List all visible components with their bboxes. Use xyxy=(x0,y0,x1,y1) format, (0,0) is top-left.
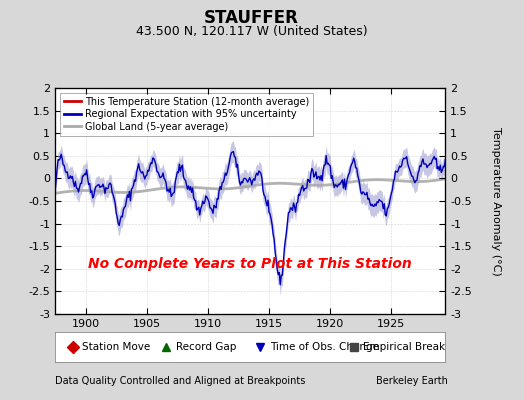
Text: Berkeley Earth: Berkeley Earth xyxy=(376,376,448,386)
Y-axis label: Temperature Anomaly (°C): Temperature Anomaly (°C) xyxy=(492,127,501,275)
Text: No Complete Years to Plot at This Station: No Complete Years to Plot at This Statio… xyxy=(89,257,412,271)
Text: Empirical Break: Empirical Break xyxy=(364,342,445,352)
Legend: This Temperature Station (12-month average), Regional Expectation with 95% uncer: This Temperature Station (12-month avera… xyxy=(60,93,313,136)
Text: Station Move: Station Move xyxy=(82,342,150,352)
Text: Record Gap: Record Gap xyxy=(176,342,236,352)
Text: 43.500 N, 120.117 W (United States): 43.500 N, 120.117 W (United States) xyxy=(136,26,367,38)
Text: STAUFFER: STAUFFER xyxy=(204,9,299,27)
Text: Time of Obs. Change: Time of Obs. Change xyxy=(270,342,379,352)
Text: Data Quality Controlled and Aligned at Breakpoints: Data Quality Controlled and Aligned at B… xyxy=(55,376,305,386)
